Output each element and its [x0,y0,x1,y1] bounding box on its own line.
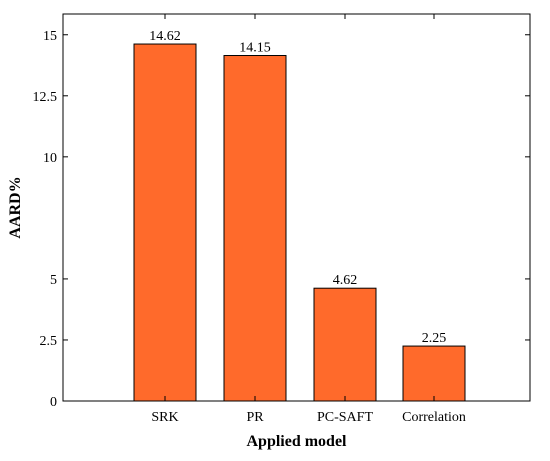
bars-group [133,43,466,402]
value-label: 4.62 [333,273,358,288]
y-tick-label: 5 [50,273,57,288]
y-tick-label: 0 [50,395,57,410]
bar-srk [133,43,197,402]
x-tick-label: PR [246,410,264,425]
y-axis-ticks: 0 2.5 5 10 12.5 15 [33,29,530,410]
x-tick-label: SRK [151,410,178,425]
plot-frame [62,13,531,402]
value-label: 14.62 [149,29,181,44]
y-tick-label: 15 [43,29,57,44]
value-label: 2.25 [422,331,447,346]
y-tick-label: 2.5 [40,334,58,349]
x-axis-title: Applied model [246,433,347,450]
value-label: 14.15 [239,41,271,56]
bar-pc-saft [313,287,377,402]
bar-correlation [402,345,466,402]
x-tick-label: PC-SAFT [317,410,373,425]
value-labels-group: 14.62 14.15 4.62 2.25 [149,29,446,346]
bar-pr [223,55,287,402]
x-axis-ticks: SRK PR PC-SAFT Correlation [151,14,466,425]
y-tick-label: 10 [43,151,57,166]
y-axis-title: AARD% [7,176,24,238]
y-tick-label: 12.5 [33,90,58,105]
x-tick-label: Correlation [402,410,466,425]
